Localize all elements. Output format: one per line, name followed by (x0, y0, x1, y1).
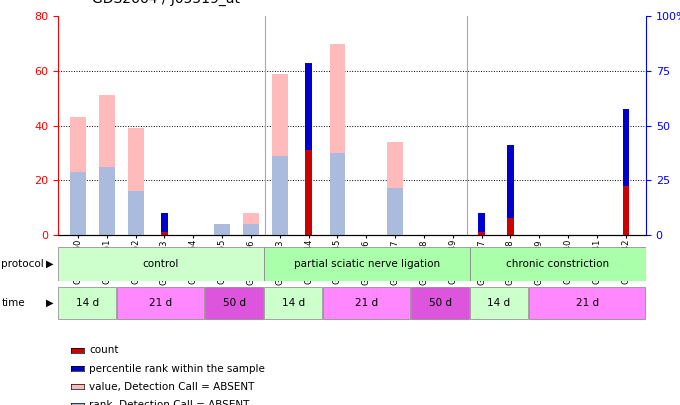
Text: ▶: ▶ (46, 298, 54, 308)
Text: 14 d: 14 d (75, 298, 99, 308)
Bar (128, 191, 143, 235)
Bar (470, 287, 528, 319)
Bar (243, 224, 259, 235)
Bar (623, 109, 629, 185)
Bar (70, 117, 86, 235)
Bar (387, 188, 403, 235)
Text: 50 d: 50 d (428, 298, 452, 308)
Bar (243, 213, 259, 235)
Bar (205, 287, 263, 319)
Bar (58, 287, 116, 319)
Bar (529, 287, 645, 319)
Text: 21 d: 21 d (355, 298, 378, 308)
Bar (161, 213, 168, 235)
Bar (507, 145, 513, 219)
Bar (305, 63, 312, 150)
Bar (272, 156, 288, 235)
Bar (117, 287, 204, 319)
Bar (214, 224, 230, 235)
Bar (264, 247, 470, 281)
Text: 21 d: 21 d (149, 298, 172, 308)
Bar (70, 172, 86, 235)
Text: GDS2664 / J05519_at: GDS2664 / J05519_at (92, 0, 240, 6)
Text: rank, Detection Call = ABSENT: rank, Detection Call = ABSENT (89, 400, 250, 405)
Text: 21 d: 21 d (575, 298, 599, 308)
Bar (58, 247, 264, 281)
Bar (99, 96, 115, 235)
Bar (479, 213, 485, 232)
Text: partial sciatic nerve ligation: partial sciatic nerve ligation (294, 259, 440, 269)
Bar (623, 109, 629, 235)
Text: value, Detection Call = ABSENT: value, Detection Call = ABSENT (89, 382, 254, 392)
Bar (272, 74, 288, 235)
Bar (411, 287, 469, 319)
Bar (387, 142, 403, 235)
Text: time: time (1, 298, 25, 308)
Text: chronic constriction: chronic constriction (506, 259, 609, 269)
Bar (507, 145, 513, 235)
Bar (330, 43, 345, 235)
Bar (99, 166, 115, 235)
Bar (305, 63, 312, 235)
Text: percentile rank within the sample: percentile rank within the sample (89, 364, 265, 373)
Bar (470, 247, 646, 281)
Text: control: control (143, 259, 179, 269)
Text: 50 d: 50 d (223, 298, 245, 308)
Text: count: count (89, 345, 118, 355)
Bar (479, 213, 485, 235)
Text: 14 d: 14 d (488, 298, 511, 308)
Bar (128, 128, 143, 235)
Bar (161, 213, 168, 232)
Bar (330, 153, 345, 235)
Text: 14 d: 14 d (282, 298, 305, 308)
Text: protocol: protocol (1, 259, 44, 269)
Bar (265, 287, 322, 319)
Text: ▶: ▶ (46, 259, 54, 269)
Bar (323, 287, 410, 319)
